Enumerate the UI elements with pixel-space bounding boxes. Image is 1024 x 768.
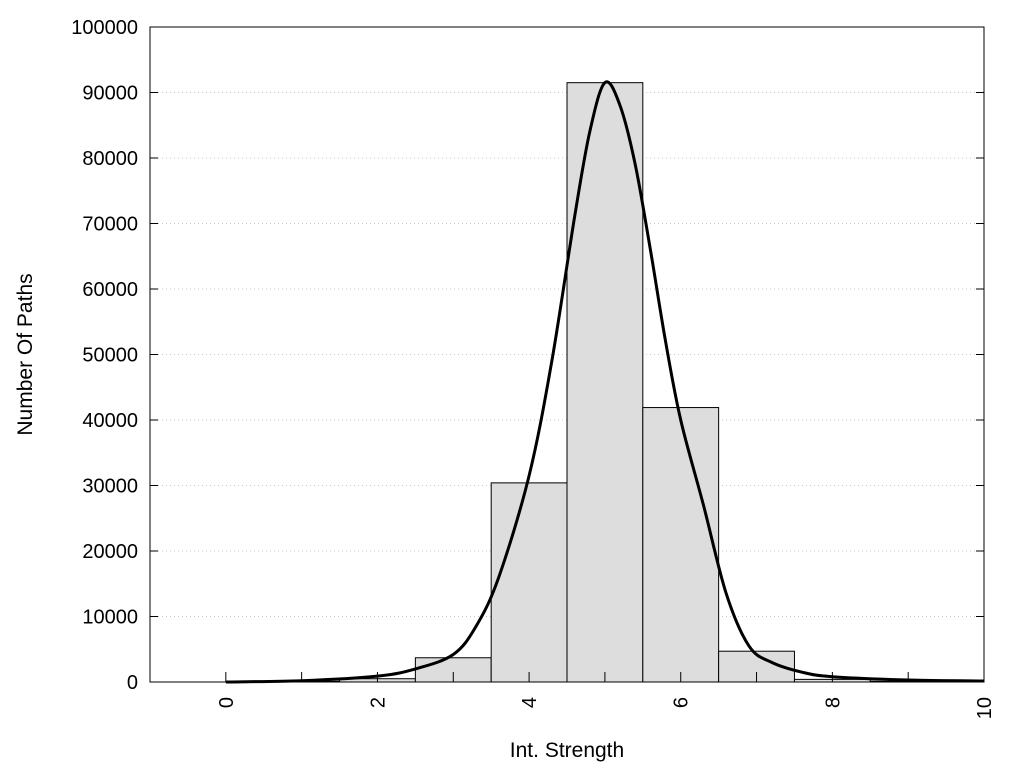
x-tick-label-0: 0 (216, 697, 238, 708)
bar-4 (490, 482, 568, 683)
bar-6 (642, 407, 720, 683)
x-tick-label-10: 10 (974, 697, 996, 719)
x-axis-ticks: 0 2 4 6 8 10 (216, 672, 996, 719)
y-tick-label-40000: 40000 (82, 410, 138, 432)
x-tick-label-6: 6 (671, 697, 693, 708)
x-axis-title: Int. Strength (510, 739, 624, 762)
x-tick-label-8: 8 (822, 697, 844, 708)
y-tick-label-100000: 100000 (71, 17, 138, 39)
y-tick-label-20000: 20000 (82, 541, 138, 563)
y-tick-label-60000: 60000 (82, 279, 138, 301)
y-tick-label-80000: 80000 (82, 148, 138, 170)
bar-5 (566, 82, 644, 683)
x-tick-label-2: 2 (367, 697, 389, 708)
y-tick-label-50000: 50000 (82, 345, 138, 367)
y-axis-ticks: 0 10000 20000 30000 40000 50000 60000 70000 8000… (71, 17, 984, 694)
y-tick-label-0: 0 (127, 672, 138, 694)
y-axis-title: Number Of Paths (14, 273, 37, 435)
y-tick-label-90000: 90000 (82, 83, 138, 105)
x-tick-label-4: 4 (519, 697, 541, 708)
y-tick-label-70000: 70000 (82, 214, 138, 236)
y-tick-label-10000: 10000 (82, 607, 138, 629)
fit-curve-layer (225, 80, 985, 684)
bars (263, 82, 947, 683)
fit-curve (225, 80, 985, 684)
y-tick-label-30000: 30000 (82, 476, 138, 498)
